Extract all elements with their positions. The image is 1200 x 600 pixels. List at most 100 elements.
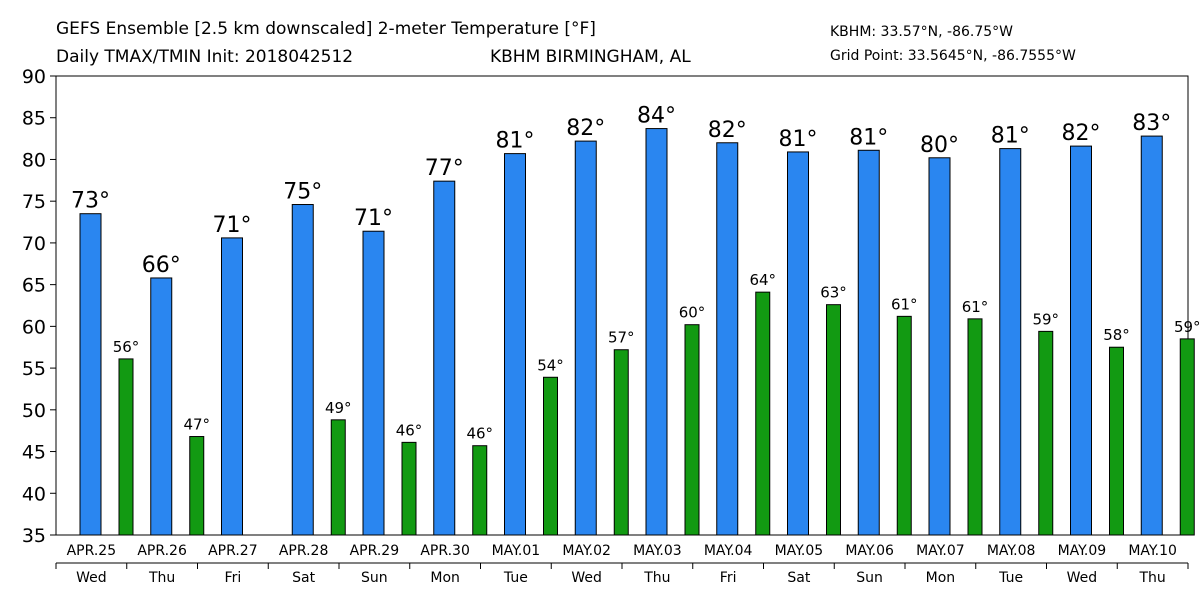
y-tick-label: 55	[22, 358, 46, 380]
tmin-bar	[826, 304, 841, 536]
x-date-label: MAY.06	[845, 543, 894, 559]
x-date-label: APR.30	[420, 543, 470, 559]
tmin-label: 46°	[396, 421, 423, 439]
y-tick-label: 60	[22, 316, 46, 338]
x-weekday-label: Tue	[998, 570, 1023, 586]
tmax-label: 82°	[1062, 121, 1101, 146]
tmax-bar	[645, 128, 668, 536]
tmax-bar	[999, 148, 1022, 536]
tmin-bar	[967, 318, 983, 536]
tmax-label: 81°	[991, 124, 1030, 149]
tmin-bar	[1038, 330, 1054, 536]
tmax-label: 71°	[354, 206, 393, 231]
tmin-label: 58°	[1103, 326, 1130, 344]
tmax-label: 82°	[708, 118, 747, 143]
y-tick-label: 45	[22, 442, 46, 464]
tmin-label: 56°	[113, 338, 140, 356]
tmax-bar	[574, 140, 597, 536]
tmax-label: 81°	[496, 129, 535, 154]
y-tick-label: 90	[22, 66, 46, 88]
x-date-label: APR.26	[137, 543, 187, 559]
tmin-label: 59°	[1174, 318, 1200, 336]
tmax-label: 81°	[849, 125, 888, 150]
x-weekday-label: Tue	[503, 570, 528, 586]
tmin-label: 63°	[820, 284, 847, 302]
tmax-label: 83°	[1132, 111, 1171, 136]
station-coords: KBHM: 33.57°N, -86.75°W	[830, 24, 1013, 40]
tmax-label: 84°	[637, 104, 676, 129]
tmin-bar	[1109, 346, 1124, 536]
tmax-bar	[504, 153, 526, 536]
tmax-label: 77°	[425, 156, 464, 181]
x-weekday-label: Wed	[76, 570, 107, 586]
x-weekday-label: Thu	[1138, 570, 1165, 586]
y-tick-label: 80	[22, 149, 46, 171]
x-date-label: MAY.01	[492, 543, 541, 559]
tmin-bar	[755, 291, 771, 536]
y-tick-label: 50	[22, 400, 46, 422]
tmax-bar	[291, 204, 314, 536]
tmin-bar	[401, 441, 417, 536]
tmax-label: 75°	[283, 180, 322, 205]
x-weekday-label: Thu	[148, 570, 175, 586]
tmin-label: 49°	[325, 399, 352, 417]
tmax-label: 66°	[142, 253, 181, 278]
tmin-label: 60°	[679, 304, 706, 322]
x-weekday-label: Wed	[1067, 570, 1098, 586]
tmax-bar	[716, 142, 739, 536]
tmin-bar	[543, 376, 558, 536]
x-weekday-label: Sun	[856, 570, 883, 586]
x-date-label: MAY.07	[916, 543, 965, 559]
tmax-bar	[79, 213, 102, 536]
x-date-label: MAY.02	[562, 543, 611, 559]
tmin-label: 54°	[537, 356, 564, 374]
x-date-label: APR.27	[208, 543, 258, 559]
tmin-bar	[1179, 338, 1195, 536]
x-date-label: MAY.03	[633, 543, 682, 559]
x-date-label: MAY.10	[1128, 543, 1177, 559]
tmax-bar	[150, 277, 173, 536]
tmax-bar	[221, 237, 243, 536]
tmax-bar	[1070, 145, 1092, 536]
tmax-bar	[857, 149, 880, 536]
x-weekday-label: Sat	[787, 570, 810, 586]
tmin-bar	[189, 436, 205, 536]
tmin-bar	[118, 358, 134, 536]
tmax-label: 71°	[213, 213, 252, 238]
grid-point-coords: Grid Point: 33.5645°N, -86.7555°W	[830, 48, 1076, 64]
tmin-label: 59°	[1032, 310, 1059, 328]
tmin-bar	[472, 445, 488, 536]
chart-title: GEFS Ensemble [2.5 km downscaled] 2-mete…	[56, 19, 596, 39]
x-date-label: MAY.05	[775, 543, 824, 559]
y-tick-label: 35	[22, 525, 46, 547]
tmin-label: 57°	[608, 329, 635, 347]
x-date-label: MAY.09	[1058, 543, 1107, 559]
tmax-bar	[787, 151, 809, 536]
tmax-bar	[433, 180, 456, 536]
tmax-bar	[928, 157, 951, 536]
tmax-label: 80°	[920, 133, 959, 158]
plot-area: 35 40 45 50 55 60 65 70 75 80 85 90 APR.25 Wed 73° 56° A…	[22, 66, 1200, 586]
tmin-label: 64°	[749, 271, 776, 289]
tmax-label: 82°	[566, 116, 605, 141]
y-tick-label: 75	[22, 191, 46, 213]
tmax-bar	[362, 230, 385, 536]
chart-subtitle: Daily TMAX/TMIN Init: 2018042512	[56, 47, 353, 67]
tmin-label: 61°	[891, 295, 918, 313]
x-weekday-label: Sat	[292, 570, 315, 586]
tmin-label: 46°	[466, 425, 493, 443]
x-weekday-label: Wed	[571, 570, 602, 586]
tmin-bar	[613, 349, 629, 536]
location-label: KBHM BIRMINGHAM, AL	[490, 47, 691, 67]
tmin-label: 47°	[183, 416, 210, 434]
tmin-bar	[330, 419, 346, 536]
x-date-label: MAY.08	[987, 543, 1036, 559]
y-tick-label: 70	[22, 233, 46, 255]
y-tick-label: 40	[22, 483, 46, 505]
x-weekday-label: Fri	[225, 570, 242, 586]
tmin-label: 61°	[962, 298, 989, 316]
tmax-label: 81°	[779, 127, 818, 152]
x-date-label: APR.25	[67, 543, 117, 559]
x-date-label: MAY.04	[704, 543, 753, 559]
